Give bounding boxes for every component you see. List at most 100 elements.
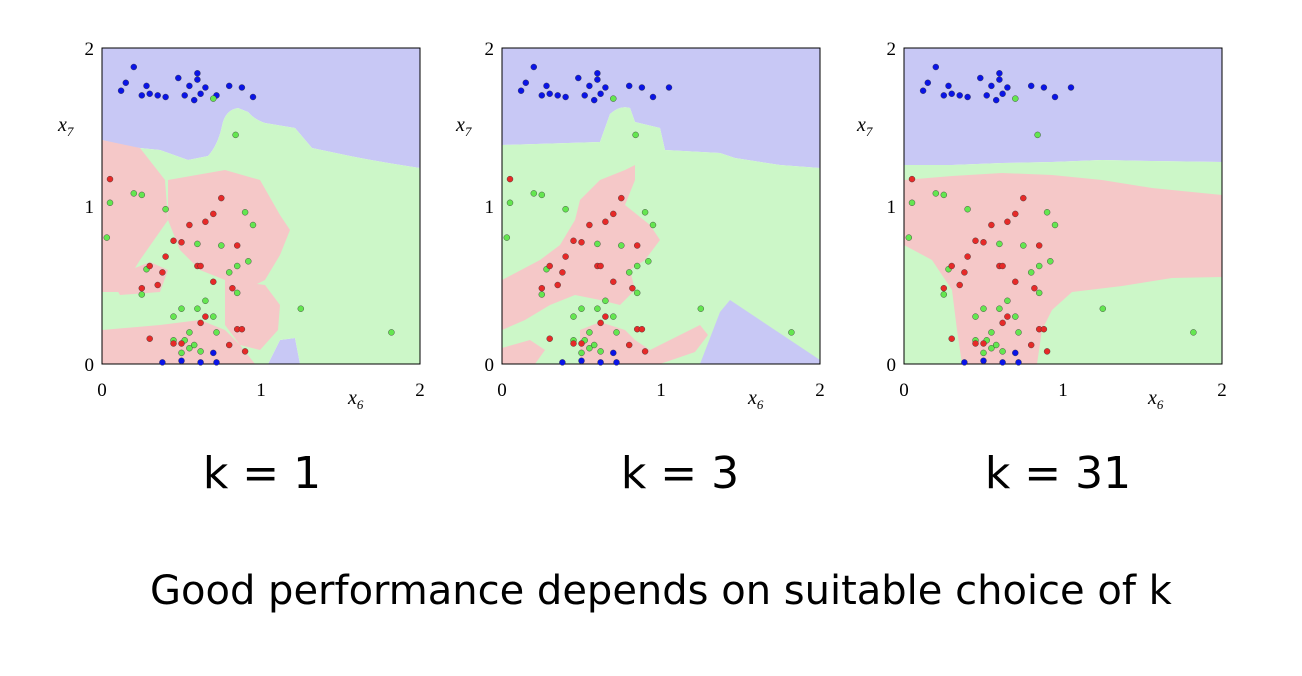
data-point-green [590,341,598,349]
points-layer [103,63,395,366]
y-tick-0: 0 [887,355,897,376]
y-tick-1: 1 [485,197,495,218]
data-point-blue [581,92,588,99]
y-tick-0: 0 [485,355,495,376]
data-point-red [170,340,177,347]
data-point-red [229,285,236,292]
data-point-red [146,262,153,270]
data-point-green [625,269,633,276]
data-point-blue [977,74,984,82]
data-point-blue [999,90,1006,97]
data-point-blue [1051,93,1059,101]
plot-frame [903,47,1223,365]
x-tick-0: 0 [899,380,909,401]
data-point-red [1004,313,1011,320]
data-point-blue [138,92,146,99]
x-tick-2: 2 [1217,380,1227,401]
data-point-blue [249,93,257,101]
data-point-blue [980,357,987,364]
x-tick-1: 1 [1058,380,1068,401]
data-point-blue [945,82,952,90]
data-point-red [610,278,617,286]
data-point-red [225,341,233,349]
chart-panel-k3: 0 1 2 0 1 2 x6 x7 [450,30,830,420]
points-layer [905,63,1197,366]
data-point-red [633,242,641,249]
data-point-red [602,218,609,226]
data-point-green [138,191,146,199]
data-point-green [633,262,641,270]
data-point-green [645,258,652,265]
data-point-green [940,191,948,199]
data-point-blue [175,74,182,82]
data-point-blue [538,92,546,99]
data-point-red [1027,341,1035,349]
data-point-red [562,253,569,260]
panel-title-k31: k = 31 [984,448,1132,499]
data-point-red [202,218,209,226]
data-point-blue [992,96,1000,104]
x-tick-1: 1 [256,380,266,401]
data-point-blue [213,359,220,366]
data-point-blue [590,96,598,104]
data-point-blue [210,349,217,357]
data-point-blue [530,63,538,71]
data-point-red [629,285,636,292]
data-point-red [570,340,577,347]
region-blue [904,48,1222,165]
data-point-green [992,341,1000,349]
data-point-red [1012,210,1019,218]
decision-regions [102,48,420,364]
data-point-green [988,345,995,352]
data-point-green [1190,329,1197,336]
data-point-blue [562,93,569,101]
data-point-red [948,262,955,270]
x-tick-0: 0 [497,380,507,401]
data-point-red [948,335,955,342]
data-point-green [233,289,241,297]
data-point-green [940,291,948,298]
data-point-green [241,209,249,216]
data-point-blue [964,93,971,101]
data-point-green [1035,262,1043,270]
data-point-blue [996,76,1003,83]
data-point-blue [122,79,130,86]
data-point-red [625,341,633,349]
data-point-blue [143,82,150,90]
data-point-blue [194,70,201,77]
data-point-green [1051,221,1059,229]
data-point-green [649,221,657,229]
data-point-green [530,190,538,197]
region-red [168,170,290,290]
data-point-red [233,242,241,249]
data-point-blue [559,359,566,366]
data-point-green [788,329,795,336]
data-point-blue [956,92,963,99]
data-point-green [233,262,241,270]
data-point-green [1027,269,1035,276]
data-point-red [1035,242,1043,249]
chart-k3: 0 1 2 0 1 2 x6 x7 [455,39,825,412]
region-red [102,140,168,292]
data-point-green [194,240,201,248]
data-point-green [562,205,569,213]
data-point-green [996,240,1003,248]
region-blue [700,300,820,364]
data-point-red [170,237,177,245]
data-point-green [578,349,585,357]
data-point-green [594,305,601,312]
y-tick-2: 2 [485,39,495,60]
region-red [502,340,545,364]
data-point-green [618,242,625,249]
data-point-green [1047,258,1054,265]
data-point-red [980,340,987,347]
data-point-green [641,209,649,216]
data-point-blue [117,87,125,94]
data-point-red [178,239,185,246]
data-point-green [1004,297,1011,304]
data-point-red [238,326,246,333]
data-point-red [999,262,1006,270]
data-point-blue [543,82,550,90]
data-point-red [210,210,217,218]
data-point-green [103,234,110,241]
